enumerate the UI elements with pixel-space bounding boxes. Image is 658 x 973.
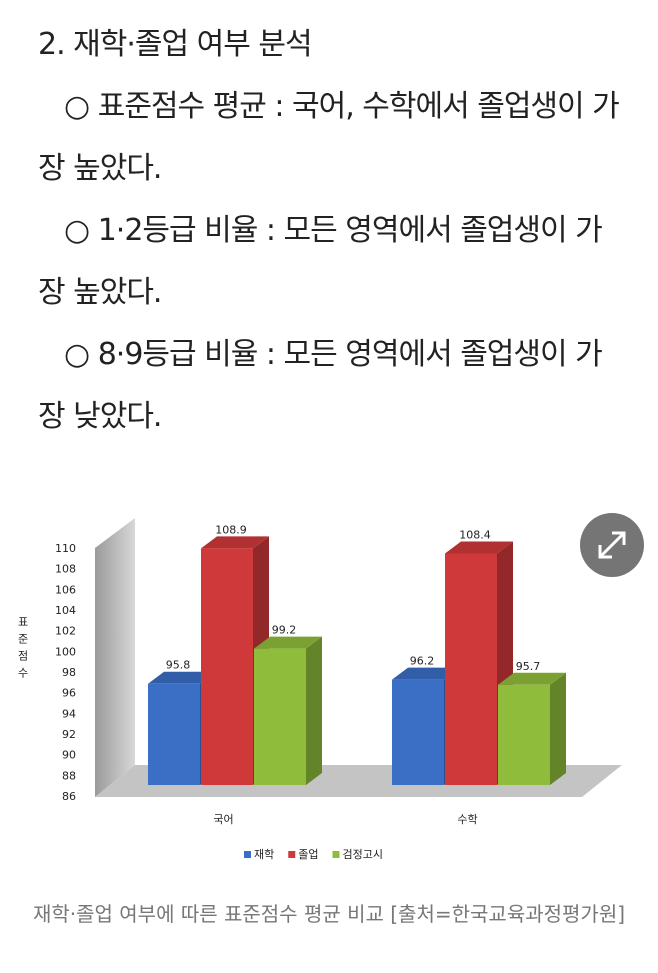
bar-face [148, 671, 216, 684]
bar-face [254, 648, 306, 785]
bar-face [148, 683, 200, 785]
y-tick-label: 108 [55, 563, 76, 576]
data-label: 99.2 [272, 624, 297, 637]
legend-label: 재학 [254, 848, 274, 861]
bar-face [498, 684, 550, 785]
back-wall [95, 518, 135, 797]
legend-swatch [332, 851, 340, 858]
y-tick-label: 88 [62, 769, 76, 782]
bar-face [392, 667, 460, 680]
bar [254, 636, 322, 785]
bar-face [254, 636, 322, 649]
y-tick-label: 100 [55, 645, 76, 658]
y-tick-label: 86 [62, 790, 76, 803]
legend-swatch [244, 851, 251, 858]
y-tick-label: 94 [62, 707, 76, 720]
item: ○ 1·2등급 비율 : 모든 영역에서 졸업생이 가장 높았다. [38, 213, 603, 310]
bar [498, 672, 566, 785]
caption: 재학·졸업 여부에 따른 표준점수 평균 비교 [출처=한국교육과정평가원] [32, 902, 626, 926]
data-label: 108.4 [459, 529, 491, 542]
y-tick-label: 106 [55, 583, 76, 596]
item: ○ 표준점수 평균 : 국어, 수학에서 졸업생이 가장 높았다. [38, 89, 620, 186]
x-tick-label: 국어 [213, 813, 233, 826]
bar-face [201, 536, 269, 549]
data-label: 108.9 [215, 523, 247, 536]
legend-swatch [288, 851, 296, 858]
bar-face [498, 672, 566, 685]
y-tick-label: 96 [62, 687, 76, 700]
expand-button[interactable] [580, 513, 644, 577]
y-tick-label: 90 [62, 749, 76, 762]
article: 2. 재학·졸업 여부 분석 ○ 표준점수 평균 : 국어, 수학에서 졸업생이… [38, 14, 623, 448]
bar-face [201, 548, 253, 785]
chart: 표준점수 86 88 90 92 94 96 98 100 102 104 106 108 110 95.… [16, 513, 644, 861]
bar-face [392, 679, 444, 785]
x-tick-label: 수학 [457, 813, 477, 826]
data-label: 95.8 [166, 659, 191, 672]
item: ○ 8·9등급 비율 : 모든 영역에서 졸업생이 가장 낮았다. [38, 337, 603, 434]
y-axis-title: 표준점수 [16, 616, 29, 684]
legend-label: 졸업 [298, 848, 318, 861]
data-label: 95.7 [516, 660, 541, 673]
heading: 2. 재학·졸업 여부 분석 [38, 27, 313, 62]
data-label: 96.2 [410, 655, 435, 668]
legend-label: 검정고시 [343, 848, 383, 861]
y-tick-label: 98 [62, 666, 76, 679]
y-tick-label: 92 [62, 728, 76, 741]
y-tick-label: 110 [55, 542, 76, 555]
y-tick-label: 104 [55, 604, 76, 617]
y-tick-label: 102 [55, 625, 76, 638]
bar-face [306, 636, 322, 785]
bar-face [550, 672, 566, 785]
bar-face [445, 553, 497, 785]
bar-face [445, 541, 513, 554]
